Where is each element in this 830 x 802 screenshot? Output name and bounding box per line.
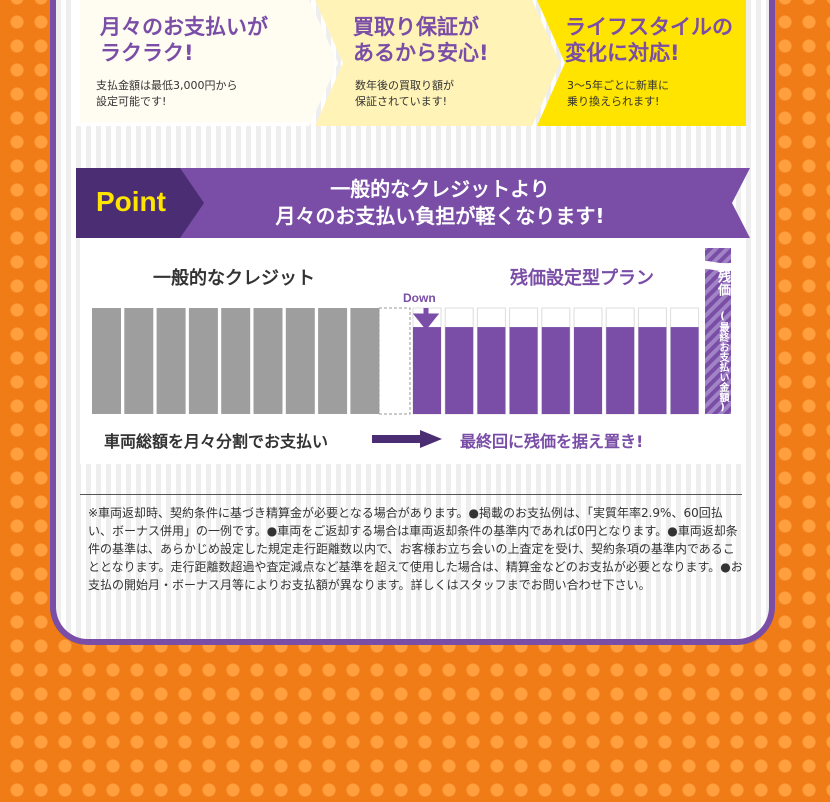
credit-bar (156, 308, 186, 414)
residual-bars (412, 307, 700, 415)
residual-plan-bar (477, 327, 506, 414)
down-label: Down (403, 291, 436, 305)
point-tag (76, 168, 204, 238)
benefit-payment: 月々のお支払いが ラクラク! 支払金額は最低3,000円から 設定可能です! (76, 0, 338, 126)
residual-plan-bar (445, 327, 474, 414)
chart-heading-residual-plan: 残価設定型プラン (510, 268, 654, 289)
credit-bar (318, 308, 348, 414)
point-label: Point (96, 186, 166, 217)
down-arrow-icon (412, 308, 440, 331)
caption-residual: 最終回に残価を据え置き! (460, 432, 644, 451)
benefit-title: ライフスタイルの 変化に対応! (565, 15, 733, 65)
residual-plan-bar (509, 327, 538, 414)
residual-plan-bar (574, 327, 602, 414)
residual-plan-bar (413, 327, 441, 414)
credit-bar (253, 308, 283, 414)
credit-bar (285, 308, 315, 414)
benefit-desc: 3〜5年ごとに新車に 乗り換えられます! (567, 79, 669, 108)
benefit-buyback: 買取り保証が あるから安心! 数年後の買取り額が 保証されています! (315, 0, 560, 126)
benefit-title: 買取り保証が あるから安心! (353, 15, 489, 65)
credit-bars (92, 308, 380, 414)
credit-bar (221, 308, 251, 414)
credit-bar (188, 308, 218, 414)
residual-subtext: (最終お支払い金額) (717, 311, 728, 413)
benefit-lifestyle: ライフスタイルの 変化に対応! 3〜5年ごとに新車に 乗り換えられます! (537, 0, 746, 126)
benefit-desc: 数年後の買取り額が 保証されています! (355, 79, 454, 108)
residual-plan-bar (541, 327, 570, 414)
benefit-desc: 支払金額は最低3,000円から 設定可能です! (96, 79, 238, 108)
gap-box (378, 307, 411, 415)
point-title: 一般的なクレジットより 月々のお支払い負担が軽くなります! (275, 177, 605, 228)
caption-credit: 車両総額を月々分割でお支払い (104, 432, 329, 451)
residual-plan-bar (638, 327, 667, 414)
disclaimer-notes: ※車両返却時、契約条件に基づき精算金が必要となる場合があります。●掲載のお支払例… (88, 506, 743, 592)
credit-bar (92, 308, 121, 414)
right-arrow-icon (372, 430, 442, 448)
benefit-title: 月々のお支払いが ラクラク! (100, 15, 268, 65)
chart-heading-credit: 一般的なクレジット (153, 268, 315, 289)
residual-plan-bar (606, 327, 635, 414)
residual-plan-bar (670, 327, 699, 414)
divider (80, 494, 742, 495)
break-mark (698, 260, 736, 272)
credit-bar (350, 308, 380, 414)
residual-bar (705, 248, 731, 414)
residual-text: 残価 (715, 270, 730, 296)
residual-label: 残価 (最終お支払い金額) (706, 270, 730, 413)
benefits-row: 月々のお支払いが ラクラク! 支払金額は最低3,000円から 設定可能です! 買… (76, 0, 746, 126)
credit-bar (124, 308, 154, 414)
